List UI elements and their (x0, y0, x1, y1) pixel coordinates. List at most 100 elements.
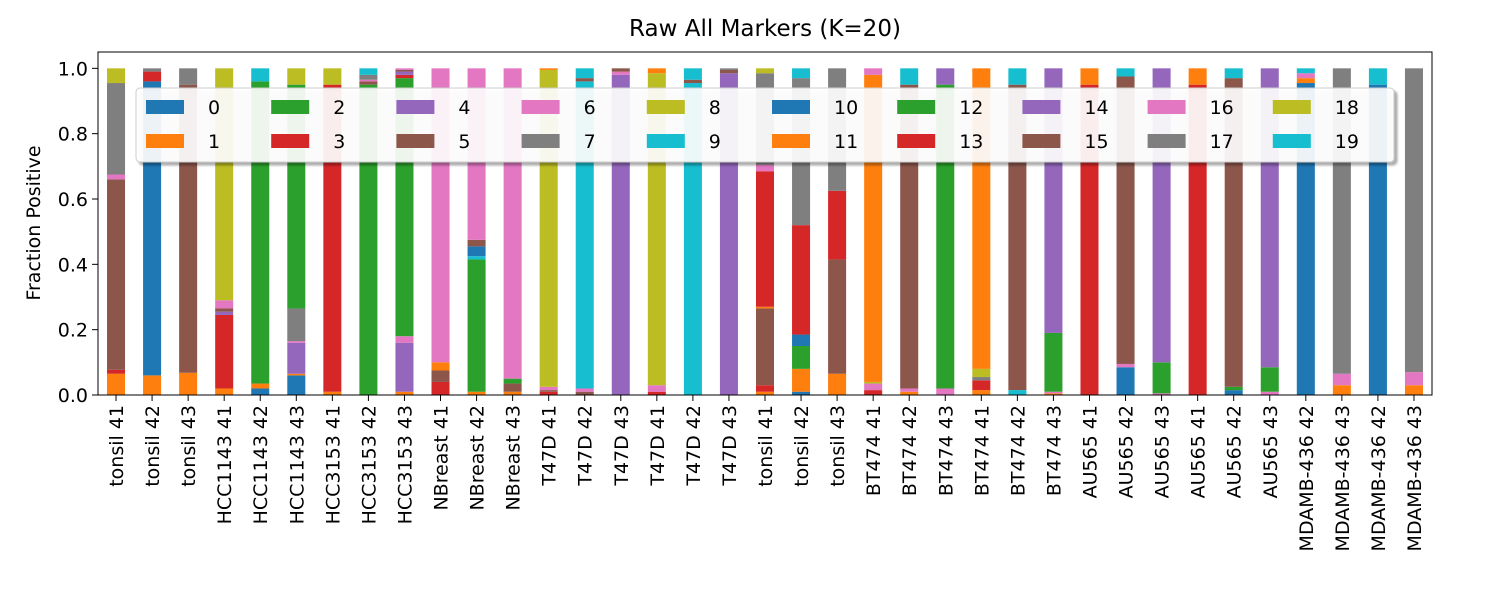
bar-segment (755, 308, 775, 386)
bar-segment (215, 314, 234, 389)
x-tick-label: BT474 42 (899, 405, 921, 496)
bar-segment (215, 308, 234, 312)
legend-swatch (1022, 100, 1061, 114)
bar-segment (467, 259, 486, 392)
bar-segment (143, 71, 162, 82)
y-tick-label: 1.0 (58, 58, 88, 80)
legend-label: 4 (458, 97, 470, 119)
x-tick-label: tonsil 42 (142, 405, 164, 487)
legend-swatch (1147, 100, 1186, 114)
bar-segment (431, 370, 450, 382)
bar-segment (467, 246, 486, 257)
bar-segment (936, 388, 955, 395)
bar-segment (755, 171, 775, 307)
x-tick-label: T47D 43 (719, 405, 741, 487)
legend-label: 8 (709, 97, 721, 119)
bar-segment (575, 391, 594, 395)
x-tick-label: BT474 41 (971, 405, 993, 496)
legend-label: 19 (1335, 131, 1359, 153)
bar-segment (395, 391, 414, 395)
y-tick-label: 0.0 (58, 385, 88, 407)
bar-segment (143, 375, 162, 395)
bar-segment (792, 391, 811, 395)
bar-segment (287, 308, 306, 342)
bar-segment (287, 68, 306, 85)
bar-segment (1008, 68, 1027, 85)
legend-label: 13 (959, 131, 983, 153)
legend-swatch (521, 100, 560, 114)
x-tick-label: MDAMB-436 42 (1296, 405, 1318, 551)
legend-label: 3 (333, 131, 345, 153)
bar-segment (1332, 385, 1351, 395)
legend-label: 18 (1335, 97, 1359, 119)
x-tick-label: tonsil 42 (791, 405, 813, 487)
bar-segment (503, 391, 522, 395)
legend-swatch (146, 100, 184, 114)
bar-segment (1332, 373, 1351, 386)
bar-segment (1044, 393, 1063, 395)
bar-segment (323, 391, 342, 395)
x-tick-label: AU565 43 (1152, 405, 1174, 498)
y-tick-label: 0.4 (58, 254, 88, 276)
bar-segment (179, 372, 198, 395)
legend-label: 2 (333, 97, 345, 119)
bar-segment (864, 68, 883, 75)
legend-swatch (646, 134, 685, 148)
x-tick-label: tonsil 41 (106, 405, 128, 487)
bar-segment (900, 388, 919, 392)
plot-frame (97, 51, 1433, 396)
legend-label: 17 (1210, 131, 1234, 153)
bar-segment (359, 81, 378, 85)
bar-segment (1404, 68, 1423, 373)
bar-segment (575, 388, 594, 392)
bar-segment (107, 179, 126, 370)
bar-segment (792, 346, 811, 369)
bar-segment (1404, 385, 1423, 395)
bar-segment (1224, 390, 1243, 395)
bar-segment (972, 377, 991, 381)
bar-segment (972, 380, 991, 391)
legend-label: 10 (834, 97, 858, 119)
x-tick-label: AU565 41 (1188, 405, 1210, 498)
bar-segment (251, 68, 270, 82)
bar-segment (611, 68, 630, 72)
bar-segment (792, 368, 811, 392)
bar-segment (864, 390, 883, 395)
bar-segment (972, 368, 991, 378)
legend-label: 6 (584, 97, 596, 119)
bar-segment (1224, 68, 1243, 79)
bar-segment (900, 391, 919, 395)
bar-segment (1152, 362, 1171, 394)
x-tick-label: MDAMB-436 42 (1368, 405, 1390, 551)
bar-segment (359, 68, 378, 75)
bar-segment (431, 381, 450, 395)
legend-swatch (772, 134, 810, 148)
bar-segment (1116, 367, 1135, 395)
bar-segment (575, 68, 594, 79)
bar-segment (755, 306, 775, 309)
bar-segment (647, 385, 666, 392)
y-tick-label: 0.6 (58, 189, 88, 211)
bar-segment (936, 68, 955, 85)
bar-segment (828, 373, 847, 395)
legend-label: 15 (1084, 131, 1108, 153)
legend-swatch (521, 134, 560, 148)
bar-segment (179, 68, 198, 85)
legend-label: 1 (208, 131, 220, 153)
x-tick-label: NBreast 41 (431, 405, 453, 511)
bar-segment (359, 74, 378, 80)
x-tick-label: T47D 41 (539, 405, 561, 487)
bar-segment (215, 388, 234, 395)
bar-segment (575, 78, 594, 82)
bar-segment (1296, 73, 1315, 79)
bar-segment (107, 373, 126, 395)
legend-label: 5 (458, 131, 470, 153)
x-tick-label: AU565 42 (1116, 405, 1138, 498)
bar-segment (287, 341, 306, 343)
x-tick-label: HCC1143 43 (286, 405, 308, 524)
legend-swatch (396, 134, 435, 148)
bar-segment (647, 68, 666, 74)
bar-segment (539, 386, 558, 391)
y-tick-label: 0.2 (58, 320, 88, 342)
